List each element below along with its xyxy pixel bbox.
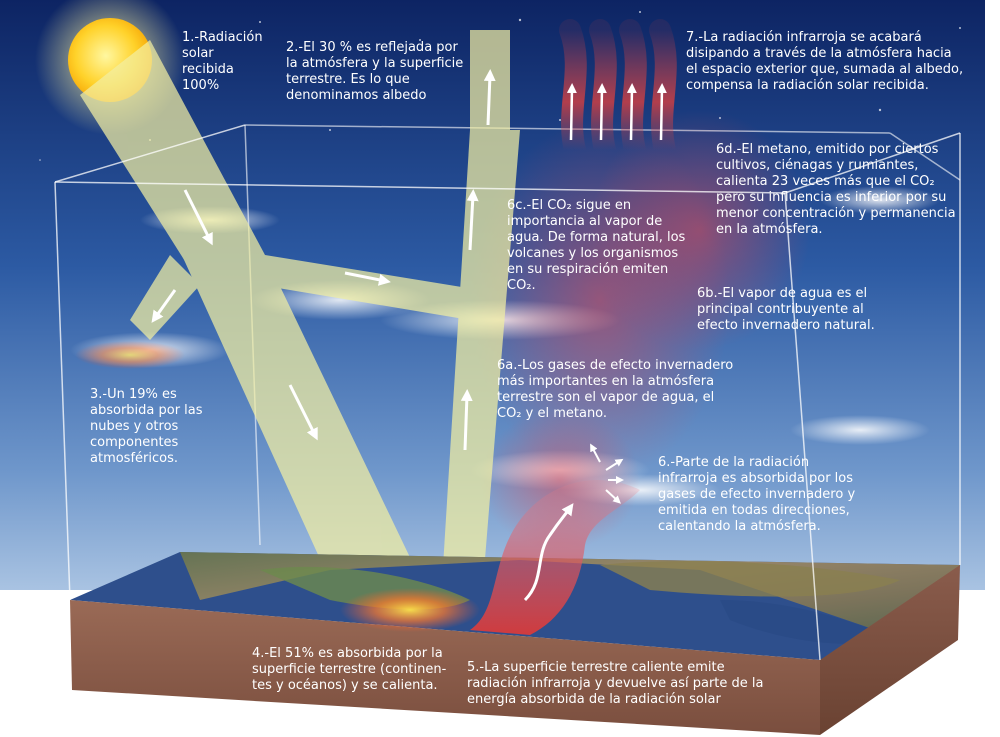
label-6b-water-vapor: 6b.-El vapor de agua es el principal con…	[697, 286, 875, 334]
label-4-surface-absorption: 4.-El 51% es absorbida por la superficie…	[252, 646, 446, 694]
text-line: recibida	[182, 62, 234, 77]
solar-arrows	[151, 69, 496, 451]
text-line: solar	[182, 46, 214, 61]
text-line: 1.-Radiación	[182, 30, 263, 45]
text-line: importancia al vapor de	[507, 214, 663, 229]
text-line: principal contribuyente al	[697, 302, 864, 317]
text-line: volcanes y los organismos	[507, 246, 679, 261]
text-line: energía absorbida de la radiación solar	[467, 692, 721, 707]
atmosphere-box-front	[54, 124, 961, 661]
label-6a-greenhouse-gases: 6a.-Los gases de efecto invernadero más …	[497, 358, 733, 422]
text-line: cultivos, ciénagas y rumiantes,	[716, 158, 919, 173]
text-line: pero su influencia es inferior por su	[716, 190, 947, 205]
text-line: en la atmósfera.	[716, 222, 823, 237]
infrared-escape-arrows	[566, 83, 667, 141]
text-line: en su respiración emiten	[507, 262, 669, 277]
text-line: menor concentración y permanencia	[716, 206, 956, 221]
text-line: calienta 23 veces más que el CO₂	[716, 174, 935, 189]
text-line: compensa la radiación solar recibida.	[686, 78, 929, 93]
text-line: infrarroja es absorbida por los	[658, 471, 854, 486]
text-line: terrestre son el vapor de agua, el	[497, 390, 715, 405]
text-line: el espacio exterior que, sumada al albed…	[686, 62, 964, 77]
label-1-solar-radiation: 1.-Radiación solar recibida 100%	[182, 30, 263, 94]
text-line: superficie terrestre (continen-	[252, 662, 447, 677]
text-line: disipando a través de la atmósfera hacia	[686, 46, 952, 61]
label-6-greenhouse-absorption: 6.-Parte de la radiación infrarroja es a…	[658, 455, 855, 535]
text-line: efecto invernadero natural.	[697, 318, 875, 333]
text-line: gases de efecto invernadero y	[658, 487, 856, 502]
text-line: terrestre. Es lo que	[286, 72, 410, 87]
text-line: componentes	[90, 435, 179, 450]
text-line: CO₂.	[507, 278, 536, 293]
label-3-cloud-absorption: 3.-Un 19% es absorbida por las nubes y o…	[90, 387, 203, 467]
text-line: la atmósfera y la superficie	[286, 56, 464, 71]
text-line: calentando la atmósfera.	[658, 519, 821, 534]
text-line: 3.-Un 19% es	[90, 387, 177, 402]
text-line: denominamos albedo	[286, 88, 427, 103]
greenhouse-gas-haze	[470, 110, 810, 550]
label-7-infrared-dissipation: 7.-La radiación infrarroja se acabará di…	[686, 30, 963, 94]
text-line: agua. De forma natural, los	[507, 230, 686, 245]
label-2-albedo: 2.-El 30 % es reflejada por la atmósfera…	[286, 40, 463, 104]
text-line: 100%	[182, 78, 220, 93]
text-line: 4.-El 51% es absorbida por la	[252, 646, 443, 661]
text-line: nubes y otros	[90, 419, 179, 434]
text-line: 6b.-El vapor de agua es el	[697, 286, 868, 301]
text-line: 2.-El 30 % es reflejada por	[286, 40, 458, 55]
text-line: atmosféricos.	[90, 451, 178, 466]
text-line: 5.-La superficie terrestre caliente emit…	[467, 660, 725, 675]
infrared-plume	[470, 480, 640, 635]
label-5-surface-emission: 5.-La superficie terrestre caliente emit…	[467, 660, 763, 708]
text-line: 6.-Parte de la radiación	[658, 455, 810, 470]
text-line: 6c.-El CO₂ sigue en	[507, 198, 632, 213]
text-line: tes y océanos) y se calienta.	[252, 678, 438, 693]
text-line: radiación infrarroja y devuelve así part…	[467, 676, 764, 691]
text-line: absorbida por las	[90, 403, 203, 418]
text-line: 7.-La radiación infrarroja se acabará	[686, 30, 922, 45]
label-6d-methane: 6d.-El metano, emitido por ciertos culti…	[716, 142, 956, 238]
text-line: CO₂ y el metano.	[497, 406, 608, 421]
cloud-absorption-glow	[75, 341, 185, 369]
text-line: más importantes en la atmósfera	[497, 374, 715, 389]
infrared-scatter-arrows	[590, 443, 624, 504]
label-6c-co2: 6c.-El CO₂ sigue en importancia al vapor…	[507, 198, 685, 294]
text-line: 6d.-El metano, emitido por ciertos	[716, 142, 939, 157]
text-line: emitida en todas direcciones,	[658, 503, 850, 518]
text-line: 6a.-Los gases de efecto invernadero	[497, 358, 734, 373]
